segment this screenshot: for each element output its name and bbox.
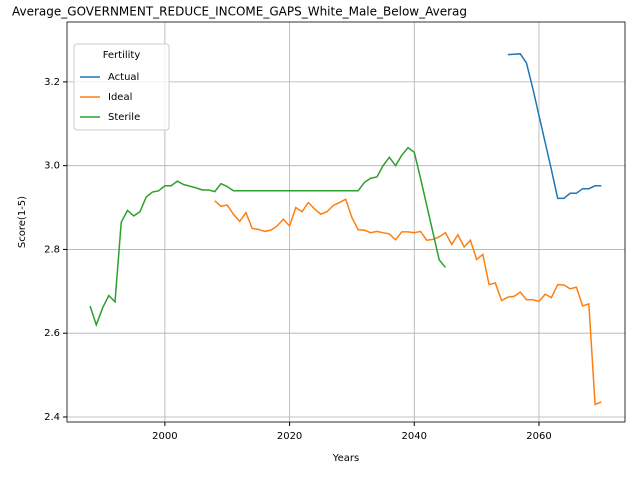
x-tick-label: 2060 — [526, 431, 551, 442]
y-tick-label: 2.6 — [44, 328, 60, 339]
y-tick-label: 2.4 — [44, 412, 60, 423]
y-tick-label: 3.0 — [44, 161, 60, 172]
plot-frame — [66, 21, 626, 423]
legend-label: Sterile — [108, 112, 140, 123]
legend-label: Ideal — [108, 92, 132, 103]
legend-label: Actual — [108, 72, 139, 83]
line-series — [507, 53, 602, 200]
legend-title: Fertility — [103, 50, 141, 61]
line-series — [214, 198, 602, 406]
x-tick-label: 2020 — [277, 431, 302, 442]
x-tick-label: 2000 — [152, 431, 177, 442]
y-axis-label: Score(1-5) — [17, 196, 28, 248]
x-tick-label: 2040 — [402, 431, 427, 442]
chart-title: Average_GOVERNMENT_REDUCE_INCOME_GAPS_Wh… — [12, 5, 467, 19]
y-tick-label: 2.8 — [44, 244, 60, 255]
x-axis-label: Years — [332, 453, 359, 464]
line-series — [89, 146, 447, 328]
legend-box — [73, 43, 170, 131]
y-tick-label: 3.2 — [44, 77, 60, 88]
